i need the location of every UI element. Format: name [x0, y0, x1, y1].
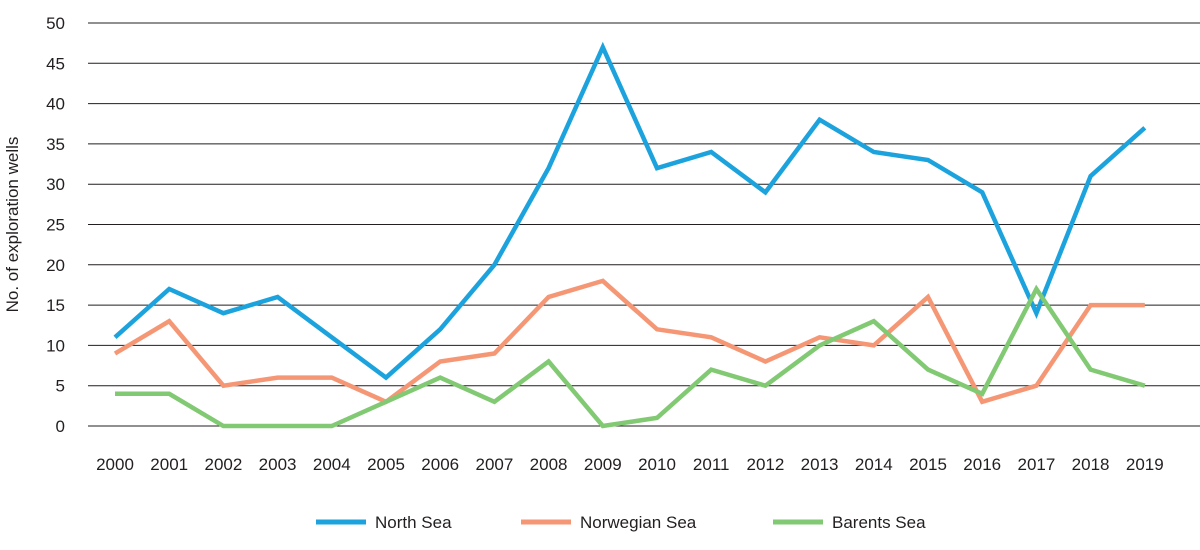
x-tick-label: 2000	[96, 455, 134, 474]
legend: North Sea Norwegian Sea Barents Sea	[316, 513, 926, 532]
y-tick-label: 30	[46, 175, 65, 194]
x-tick-label: 2016	[963, 455, 1001, 474]
x-tick-label: 2002	[204, 455, 242, 474]
y-axis-title: No. of exploration wells	[3, 137, 22, 313]
y-tick-label: 25	[46, 216, 65, 235]
x-tick-label: 2013	[801, 455, 839, 474]
y-tick-label: 0	[56, 417, 65, 436]
series-line-barents-sea	[115, 284, 1146, 429]
series-lines	[113, 41, 1147, 429]
x-tick-label: 2005	[367, 455, 405, 474]
legend-label-barents-sea: Barents Sea	[832, 513, 926, 532]
y-axis-ticks: 0 5 10 15 20 25 30 35 40 45 50	[46, 14, 65, 436]
x-tick-label: 2006	[421, 455, 459, 474]
x-tick-label: 2011	[693, 455, 730, 474]
legend-label-norwegian-sea: Norwegian Sea	[580, 513, 697, 532]
y-tick-label: 10	[46, 336, 65, 355]
y-tick-label: 50	[46, 14, 65, 33]
x-tick-label: 2004	[313, 455, 351, 474]
series-line-norwegian-sea	[113, 278, 1145, 405]
x-tick-label: 2018	[1072, 455, 1110, 474]
legend-label-north-sea: North Sea	[375, 513, 452, 532]
x-axis-ticks: 2000 2001 2002 2003 2004 2005 2006 2007 2008 2009…	[96, 455, 1164, 474]
y-tick-label: 20	[46, 256, 65, 275]
y-tick-label: 5	[56, 377, 65, 396]
x-tick-label: 2009	[584, 455, 622, 474]
gridlines	[88, 22, 1200, 427]
x-tick-label: 2010	[638, 455, 676, 474]
y-tick-label: 15	[46, 296, 65, 315]
x-tick-label: 2019	[1126, 455, 1164, 474]
y-tick-label: 40	[46, 95, 65, 114]
x-tick-label: 2014	[855, 455, 893, 474]
x-tick-label: 2007	[475, 455, 513, 474]
x-tick-label: 2012	[746, 455, 784, 474]
x-tick-label: 2017	[1017, 455, 1055, 474]
y-tick-label: 35	[46, 135, 65, 154]
x-tick-label: 2015	[909, 455, 947, 474]
x-tick-label: 2001	[150, 455, 188, 474]
y-tick-label: 45	[46, 54, 65, 73]
series-line-north-sea	[113, 41, 1147, 381]
x-tick-label: 2003	[259, 455, 297, 474]
x-tick-label: 2008	[530, 455, 568, 474]
